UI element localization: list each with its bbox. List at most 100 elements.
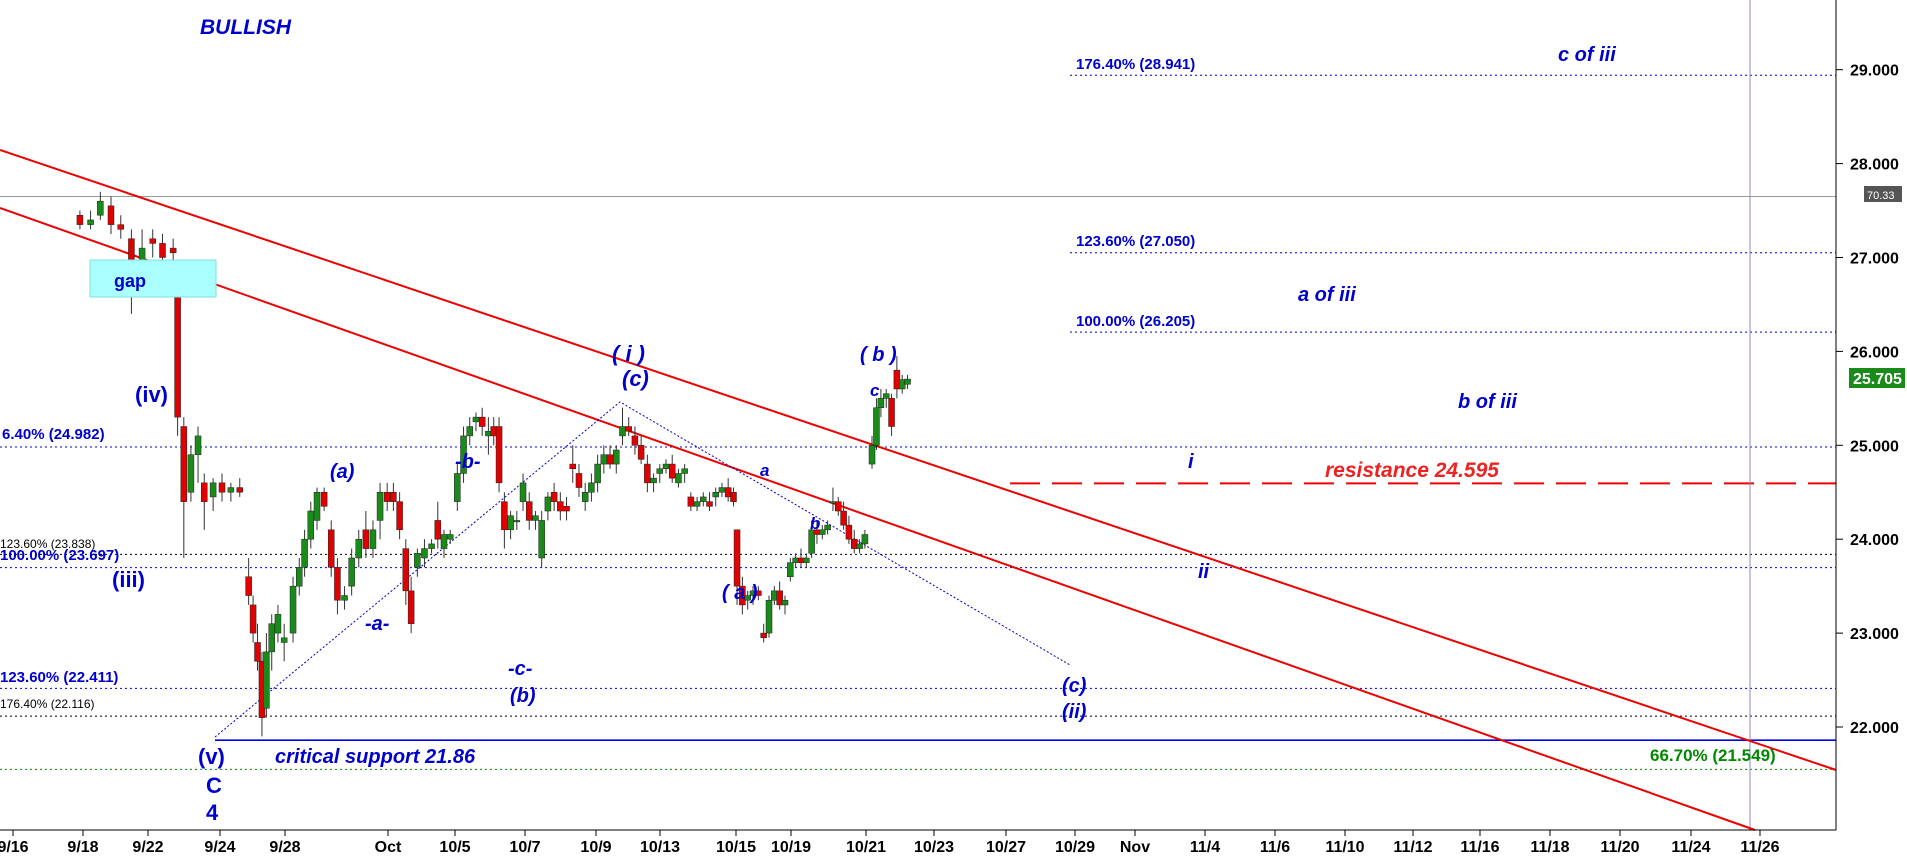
candle-body xyxy=(700,496,707,502)
x-tick-label: Nov xyxy=(1120,839,1150,856)
x-tick-label: 10/29 xyxy=(1055,839,1095,856)
candle-body xyxy=(76,214,84,225)
y-tick-label: 24.000 xyxy=(1850,532,1899,549)
candle-body xyxy=(687,496,695,507)
candle-body xyxy=(289,585,297,634)
candle-body xyxy=(180,426,188,502)
candle-body xyxy=(296,567,303,587)
resistance-label: resistance 24.595 xyxy=(1325,459,1499,482)
wave-label: c xyxy=(870,381,880,400)
candle-body xyxy=(693,501,701,507)
candle-body xyxy=(606,454,614,465)
wave-label: (a) xyxy=(330,461,355,483)
x-tick-label: 11/4 xyxy=(1190,839,1220,856)
candle-body xyxy=(454,473,461,502)
candle-body xyxy=(169,247,177,254)
y-axis-ticks: 22.000 23.000 24.000 25.000 26.000 27.000 28.0… xyxy=(1836,63,1899,737)
x-tick-label: 9/18 xyxy=(67,839,98,856)
wave-label: -b- xyxy=(455,451,481,473)
candle-body xyxy=(407,590,415,624)
candle-body xyxy=(781,599,789,606)
candle-body xyxy=(845,524,853,540)
x-tick-label: 10/15 xyxy=(716,839,756,856)
wave-label: -a- xyxy=(365,613,390,635)
candle-body xyxy=(421,548,428,559)
candle-body xyxy=(637,445,645,460)
x-tick-label: 9/22 xyxy=(132,839,163,856)
candle-body xyxy=(513,520,521,523)
y-tick-label: 29.000 xyxy=(1850,63,1899,80)
candle-body xyxy=(776,590,783,606)
candle-body xyxy=(650,477,657,484)
candle-body xyxy=(877,398,885,408)
candle-body xyxy=(263,651,270,709)
fibonacci-levels xyxy=(0,0,1836,830)
candle-body xyxy=(824,524,831,531)
wave-label: (iv) xyxy=(135,382,168,407)
candle-body xyxy=(733,529,741,587)
candle-body xyxy=(868,445,876,465)
candle-body xyxy=(550,492,558,502)
candle-body xyxy=(557,501,564,512)
candle-body xyxy=(268,623,275,653)
wave-label: i xyxy=(1188,451,1194,473)
y-tick-label: 28.000 xyxy=(1850,157,1899,174)
candle-body xyxy=(249,604,257,634)
candle-body xyxy=(656,468,664,474)
candle-body xyxy=(600,454,608,465)
candle-body xyxy=(856,543,863,549)
wave-label: (ii) xyxy=(1062,701,1087,723)
x-tick-label: 9/24 xyxy=(204,839,235,856)
candle-body xyxy=(97,200,104,216)
wave-label: (iii) xyxy=(112,567,145,592)
level-label-6: 6.40% (24.982) xyxy=(2,426,105,443)
candle-body xyxy=(668,463,676,479)
candle-body xyxy=(765,599,773,634)
candle-body xyxy=(383,492,391,502)
candle-body xyxy=(334,567,341,601)
candle-body xyxy=(466,426,474,437)
candle-body xyxy=(460,435,467,474)
candle-body xyxy=(390,492,397,502)
y-tick-label: 25.000 xyxy=(1850,438,1899,455)
candle-body xyxy=(662,463,670,470)
wave-label: b of iii xyxy=(1458,391,1517,413)
candle-body xyxy=(327,529,335,568)
x-tick-label: 10/9 xyxy=(580,839,611,856)
candle-body xyxy=(280,637,288,643)
x-tick-label: 11/20 xyxy=(1600,839,1639,856)
wave-label: ii xyxy=(1198,561,1210,583)
candle-body xyxy=(613,449,620,465)
x-tick-label: 11/16 xyxy=(1460,839,1499,856)
wave-label: (v) xyxy=(198,744,225,769)
candle-body xyxy=(819,529,826,535)
candle-body xyxy=(594,463,601,484)
candle-body xyxy=(313,492,321,521)
candle-body xyxy=(681,468,688,474)
x-tick-label: 10/19 xyxy=(771,839,811,856)
x-tick-label: 11/24 xyxy=(1671,839,1710,856)
wave-connector xyxy=(214,401,1071,738)
last-price-box xyxy=(1849,368,1905,388)
candle-body xyxy=(301,538,308,568)
x-tick-label: 9/28 xyxy=(269,839,300,856)
candle-body xyxy=(631,435,639,446)
x-tick-label: 10/23 xyxy=(914,839,954,856)
candle-body xyxy=(581,492,589,502)
candle-body xyxy=(563,506,570,512)
candle-body xyxy=(174,294,181,418)
wave-label: (c) xyxy=(622,366,649,391)
candle-body xyxy=(159,243,166,258)
level-label-123-top: 123.60% (27.050) xyxy=(1076,233,1195,250)
candle-body xyxy=(362,529,370,549)
gray-price-label: 70.33 xyxy=(1867,190,1895,202)
level-label-123-mid: 123.60% (23.838) xyxy=(0,537,95,551)
candle-body xyxy=(835,501,842,512)
wave-label: c of iii xyxy=(1558,44,1616,66)
candle-body xyxy=(200,482,208,502)
candle-body xyxy=(501,501,508,531)
candle-body xyxy=(87,219,94,225)
candle-body xyxy=(149,238,156,244)
last-price-label: 25.705 xyxy=(1853,371,1902,388)
